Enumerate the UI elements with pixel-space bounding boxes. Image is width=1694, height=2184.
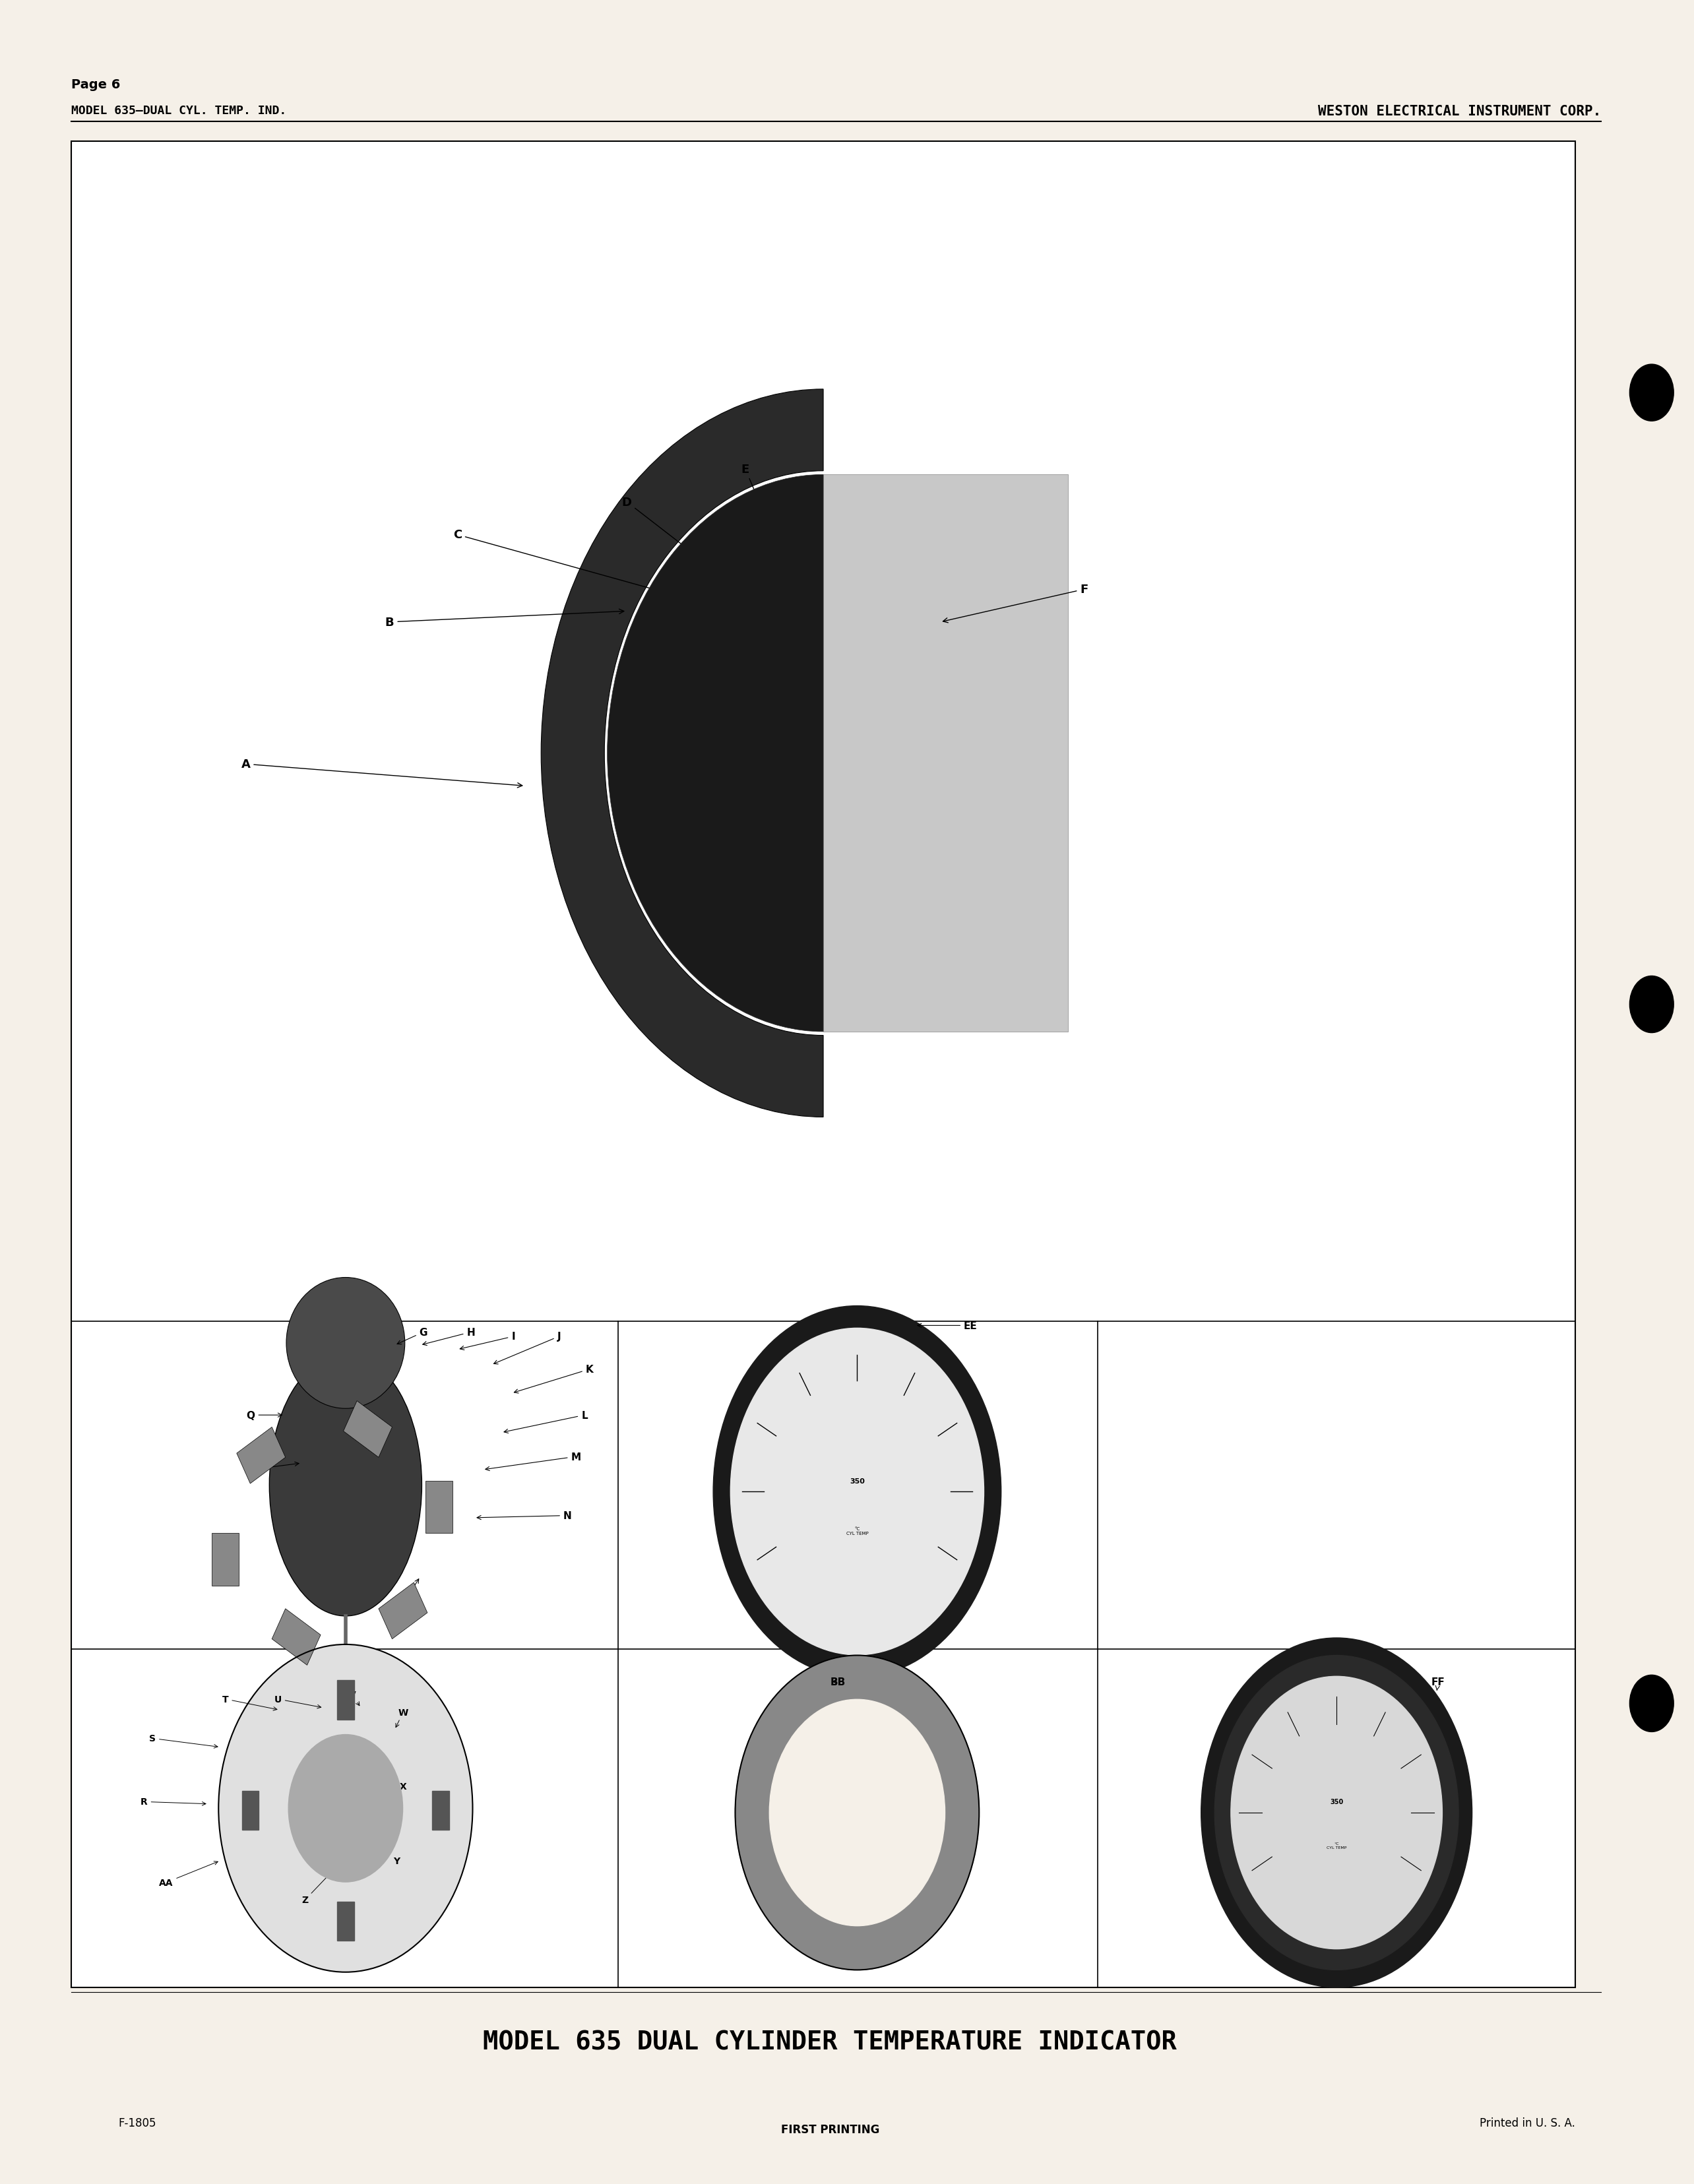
- Circle shape: [1232, 1677, 1442, 1948]
- Ellipse shape: [269, 1354, 422, 1616]
- Text: AA: AA: [159, 1861, 219, 1887]
- Text: Printed in U. S. A.: Printed in U. S. A.: [1481, 2116, 1575, 2129]
- Text: BB: BB: [830, 1677, 845, 1686]
- Text: B: B: [385, 609, 623, 629]
- Bar: [432, 1791, 449, 1830]
- Circle shape: [1630, 365, 1674, 422]
- Bar: [337, 1679, 354, 1719]
- Circle shape: [1215, 1655, 1459, 1970]
- Circle shape: [1630, 1675, 1674, 1732]
- Bar: [242, 1791, 259, 1830]
- Text: FIRST PRINTING: FIRST PRINTING: [781, 2123, 879, 2136]
- Circle shape: [735, 1655, 979, 1970]
- Text: A: A: [241, 758, 522, 788]
- Text: F-1805: F-1805: [119, 2116, 156, 2129]
- Text: °C
CYL TEMP: °C CYL TEMP: [1326, 1841, 1347, 1850]
- Text: FF: FF: [1431, 1677, 1445, 1690]
- Wedge shape: [606, 476, 823, 1031]
- Text: J: J: [493, 1332, 561, 1365]
- Text: S: S: [149, 1734, 219, 1747]
- Bar: [271, 1610, 320, 1664]
- Circle shape: [1630, 976, 1674, 1033]
- Ellipse shape: [286, 1278, 405, 1409]
- Bar: [337, 1902, 354, 1942]
- Text: MODEL 635—DUAL CYL. TEMP. IND.: MODEL 635—DUAL CYL. TEMP. IND.: [71, 105, 286, 116]
- Circle shape: [713, 1306, 1001, 1677]
- Text: W: W: [396, 1708, 408, 1728]
- Text: E: E: [742, 463, 776, 539]
- Text: EE: EE: [918, 1321, 977, 1330]
- Bar: [212, 1533, 239, 1586]
- Bar: [425, 1481, 452, 1533]
- Text: C: C: [452, 529, 666, 594]
- Text: U: U: [274, 1695, 322, 1708]
- Wedge shape: [540, 389, 823, 1118]
- Bar: [71, 142, 1575, 1987]
- Text: O: O: [401, 1579, 418, 1603]
- Text: Q: Q: [246, 1411, 281, 1420]
- Bar: [344, 1402, 391, 1457]
- Circle shape: [1201, 1638, 1472, 1987]
- Text: CC: CC: [884, 1588, 920, 1610]
- Text: H: H: [424, 1328, 474, 1345]
- Text: T: T: [222, 1695, 278, 1710]
- Circle shape: [219, 1645, 473, 1972]
- Text: D: D: [622, 496, 744, 592]
- Text: 350: 350: [1330, 1797, 1343, 1806]
- Circle shape: [288, 1734, 403, 1883]
- Text: Y: Y: [386, 1848, 400, 1865]
- Text: Page 6: Page 6: [71, 79, 120, 92]
- Text: R: R: [141, 1797, 205, 1806]
- Bar: [237, 1428, 285, 1483]
- Bar: [378, 1583, 427, 1638]
- Text: P: P: [247, 1461, 298, 1474]
- Text: Z: Z: [302, 1874, 330, 1904]
- Text: F: F: [944, 583, 1088, 622]
- Text: M: M: [486, 1452, 581, 1470]
- Text: DD: DD: [788, 1382, 822, 1406]
- Text: G: G: [396, 1328, 427, 1345]
- Text: 350: 350: [850, 1476, 864, 1485]
- Text: K: K: [513, 1365, 593, 1393]
- Text: WESTON ELECTRICAL INSTRUMENT CORP.: WESTON ELECTRICAL INSTRUMENT CORP.: [1318, 105, 1601, 118]
- Text: MODEL 635 DUAL CYLINDER TEMPERATURE INDICATOR: MODEL 635 DUAL CYLINDER TEMPERATURE INDI…: [483, 2029, 1177, 2055]
- Text: X: X: [395, 1782, 407, 1791]
- Bar: [823, 474, 1069, 1031]
- Text: V: V: [349, 1690, 359, 1706]
- Text: L: L: [505, 1411, 588, 1433]
- Text: °C
CYL TEMP: °C CYL TEMP: [845, 1527, 869, 1535]
- Text: N: N: [478, 1511, 571, 1520]
- Circle shape: [730, 1328, 984, 1655]
- Circle shape: [769, 1699, 945, 1926]
- Text: I: I: [461, 1332, 515, 1350]
